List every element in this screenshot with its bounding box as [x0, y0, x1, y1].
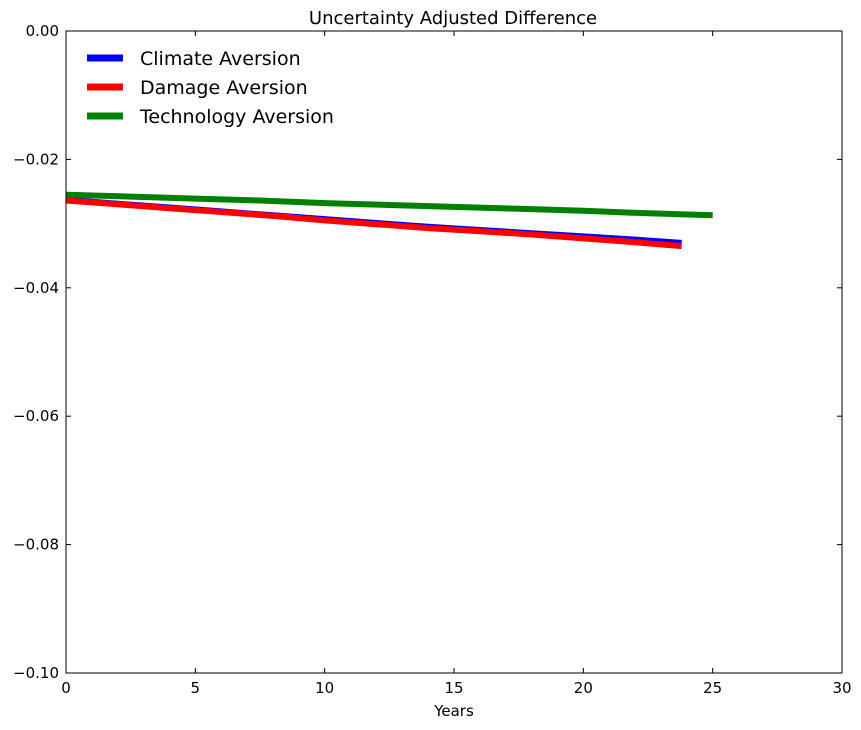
legend-label: Climate Aversion — [140, 48, 301, 70]
legend-label: Technology Aversion — [139, 106, 334, 128]
x-tick-label: 10 — [315, 679, 334, 697]
series-line-technology-aversion — [65, 191, 713, 219]
y-tick-label: −0.10 — [13, 664, 59, 682]
legend: Climate Aversion Damage Aversion Technolog… — [87, 48, 334, 128]
x-tick-label: 15 — [444, 679, 463, 697]
ticks-layer: 0 5 10 15 20 25 30 0.00 −0.02 −0.04 −0.06 −0.08 −0.1… — [13, 22, 852, 697]
y-tick-label: 0.00 — [26, 22, 59, 40]
y-tick-label: −0.04 — [13, 279, 59, 297]
legend-label: Damage Aversion — [140, 77, 308, 99]
x-tick-label: 0 — [61, 679, 71, 697]
chart-title: Uncertainty Adjusted Difference — [309, 8, 597, 29]
x-tick-label: 20 — [574, 679, 593, 697]
x-axis-label: Years — [433, 702, 474, 720]
x-tick-label: 30 — [832, 679, 851, 697]
series-layer — [65, 191, 713, 250]
x-tick-label: 25 — [703, 679, 722, 697]
y-tick-label: −0.06 — [13, 407, 59, 425]
y-tick-label: −0.02 — [13, 150, 59, 168]
series-line-damage-aversion — [65, 197, 682, 250]
y-tick-label: −0.08 — [13, 536, 59, 554]
x-tick-label: 5 — [191, 679, 201, 697]
